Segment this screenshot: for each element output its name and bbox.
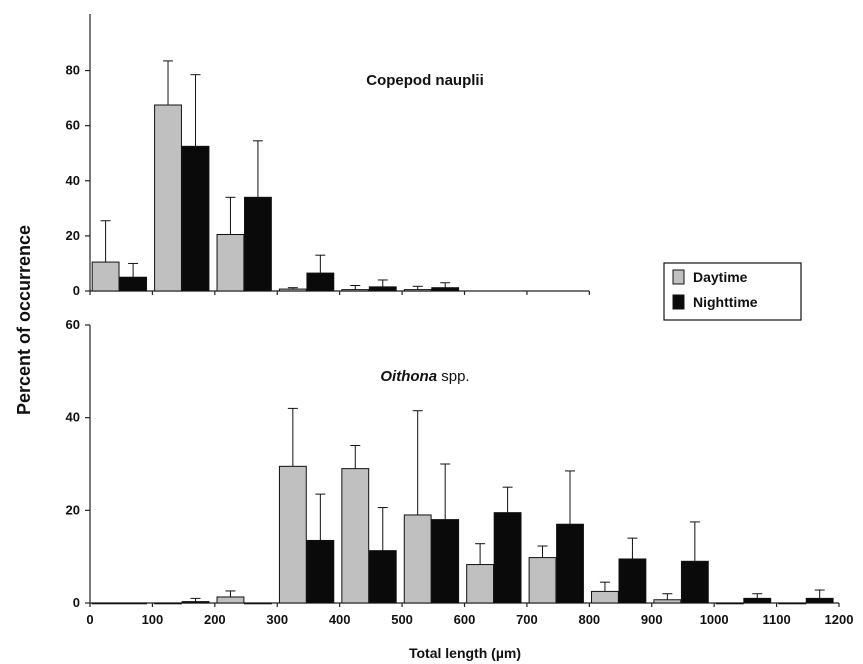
daytime-bar [403, 289, 432, 292]
nighttime-bar [244, 196, 272, 292]
daytime-bar [216, 234, 245, 292]
daytime-bar [528, 557, 557, 604]
daytime-legend-swatch [672, 269, 685, 285]
daytime-bar [91, 602, 120, 605]
x-tick-label: 100 [142, 612, 164, 627]
y-tick-label: 60 [66, 118, 80, 133]
nighttime-bar [119, 602, 148, 605]
y-tick-label: 20 [66, 502, 80, 517]
daytime-bar [778, 602, 807, 605]
daytime-bar [653, 599, 682, 604]
daytime-bar [154, 602, 182, 605]
nighttime-bar [431, 287, 460, 292]
daytime-bar [341, 289, 370, 292]
nighttime-bar [805, 597, 834, 604]
nighttime-legend-label: Nighttime [693, 294, 758, 310]
daytime-bar [154, 104, 182, 292]
y-axis-label: Percent of occurrence [14, 225, 34, 415]
x-tick-label: 0 [86, 612, 93, 627]
nighttime-bar [431, 519, 460, 604]
x-tick-label: 1000 [700, 612, 729, 627]
daytime-bar [715, 602, 744, 605]
daytime-bar [216, 596, 245, 604]
y-tick-label: 80 [66, 63, 80, 78]
chart-title-genus: Oithona [380, 368, 437, 385]
nighttime-legend-swatch [672, 294, 685, 310]
chart-title: Oithona spp. [380, 368, 469, 385]
nighttime-bar [306, 272, 335, 292]
y-tick-label: 60 [66, 317, 80, 332]
daytime-bar [466, 564, 495, 604]
daytime-bar [91, 261, 120, 292]
x-tick-label: 400 [329, 612, 351, 627]
nighttime-bar [368, 550, 397, 604]
y-tick-label: 0 [73, 595, 80, 610]
x-tick-label: 600 [454, 612, 476, 627]
x-tick-label: 900 [641, 612, 663, 627]
bottom-panel-oithona: 0 20 40 60 Oithona spp. 0 100 200 300 400 500 600 70… [66, 317, 854, 627]
nighttime-bar [680, 560, 709, 604]
nighttime-bar [556, 523, 584, 604]
nighttime-bar [119, 276, 148, 292]
nighttime-bar [181, 601, 210, 604]
nighttime-bar [493, 512, 522, 604]
daytime-bar [278, 465, 307, 604]
x-tick-label: 300 [266, 612, 288, 627]
y-tick-label: 0 [73, 283, 80, 298]
x-axis-label: Total length (µm) [409, 645, 521, 661]
chart-title: Copepod nauplii [366, 72, 484, 89]
x-tick-label: 1200 [825, 612, 854, 627]
nighttime-bar [244, 602, 272, 605]
y-tick-label: 40 [66, 410, 80, 425]
nighttime-bar [306, 539, 335, 604]
y-tick-label: 40 [66, 173, 80, 188]
nighttime-bar [181, 145, 210, 292]
daytime-legend-label: Daytime [693, 269, 748, 285]
x-tick-label: 1100 [762, 612, 790, 627]
x-tick-label: 200 [204, 612, 226, 627]
nighttime-bar [368, 286, 397, 292]
chart-title-suffix: spp. [437, 368, 470, 385]
legend: Daytime Nighttime [663, 262, 802, 321]
x-tick-label: 800 [578, 612, 600, 627]
daytime-bar [341, 468, 370, 604]
y-tick-label: 20 [66, 228, 80, 243]
x-tick-label: 700 [516, 612, 538, 627]
daytime-bar [403, 514, 432, 604]
nighttime-bar [743, 597, 772, 604]
x-tick-label: 500 [391, 612, 413, 627]
nighttime-bar [618, 558, 647, 604]
top-panel-copepod-nauplii: 0 20 40 60 80 Copepod nauplii [66, 14, 590, 298]
legend-box [663, 262, 802, 321]
daytime-bar [591, 590, 619, 604]
daytime-bar [278, 288, 307, 292]
